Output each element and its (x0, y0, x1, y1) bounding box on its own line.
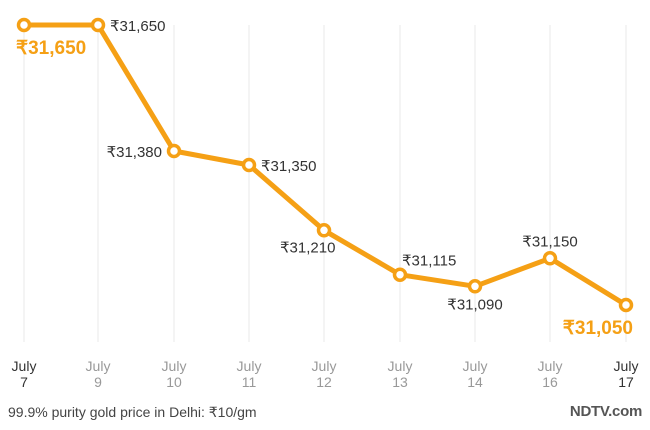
data-point (316, 223, 332, 238)
tick-month: July (388, 358, 413, 374)
tick-day: 9 (94, 374, 102, 390)
data-point (16, 17, 32, 33)
data-label: ₹31,650 (110, 18, 165, 35)
data-point (166, 143, 182, 159)
brand-logo: NDTV.com (569, 403, 642, 420)
tick-month: July (463, 358, 488, 374)
tick-day: 12 (316, 374, 332, 390)
data-point (618, 297, 634, 313)
x-axis-ticks: July7July9July10July11July12July13July14… (12, 358, 639, 390)
grid-lines (23, 25, 627, 342)
tick-day: 13 (392, 374, 408, 390)
data-label: ₹31,350 (261, 158, 316, 175)
tick-month: July (614, 358, 639, 374)
data-label: ₹31,150 (522, 233, 577, 250)
data-point (241, 157, 257, 173)
data-label: ₹31,210 (280, 239, 335, 256)
tick-day: 14 (467, 374, 483, 390)
tick-month: July (162, 358, 187, 374)
tick-month: July (12, 358, 37, 374)
data-label: ₹31,050 (563, 318, 633, 339)
data-label: ₹31,650 (16, 38, 86, 59)
data-label: ₹31,090 (447, 296, 502, 313)
data-labels: ₹31,650 ₹31,650 ₹31,380 ₹31,350 ₹31,210 ₹31,1… (16, 18, 633, 339)
tick-month: July (312, 358, 337, 374)
data-label: ₹31,380 (107, 144, 162, 161)
data-point (542, 251, 558, 266)
data-point (392, 267, 408, 282)
tick-day: 7 (20, 374, 28, 390)
tick-month: July (538, 358, 563, 374)
data-point (90, 17, 106, 33)
tick-day: 16 (542, 374, 558, 390)
data-label: ₹31,115 (402, 253, 456, 270)
chart-caption: 99.9% purity gold price in Delhi: ₹10/gm (8, 404, 257, 420)
price-line (21, 22, 629, 308)
tick-day: 11 (242, 374, 257, 390)
tick-month: July (237, 358, 262, 374)
data-points (16, 17, 634, 313)
data-point (467, 279, 483, 294)
tick-day: 10 (166, 374, 182, 390)
tick-month: July (86, 358, 111, 374)
tick-day: 17 (618, 374, 634, 390)
line-chart: ₹31,650 ₹31,650 ₹31,380 ₹31,350 ₹31,210 ₹31,1… (12, 17, 639, 390)
